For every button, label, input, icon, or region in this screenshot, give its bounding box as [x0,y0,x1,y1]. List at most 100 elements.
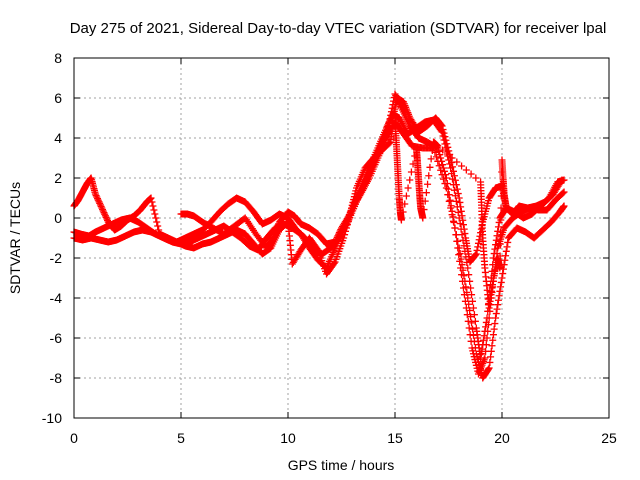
data-point-marker [502,204,510,212]
y-tick-label: -10 [42,410,62,426]
data-point-marker [443,140,451,148]
data-point-marker [455,244,463,252]
data-point-marker [491,320,499,328]
data-point-marker [461,230,469,238]
data-point-marker [468,291,476,299]
data-point-marker [424,180,432,188]
series-track-d [177,94,566,266]
data-point-marker [99,207,107,215]
data-point-marker [399,208,407,216]
data-point-marker [100,209,108,217]
data-point-marker [401,200,409,208]
data-point-marker [341,231,349,239]
data-point-marker [487,353,495,361]
data-point-marker [96,199,104,207]
data-point-marker [91,190,99,198]
data-point-marker [428,146,436,154]
data-point-marker [497,228,505,236]
data-point-marker [101,212,109,220]
data-point-marker [151,210,159,218]
data-point-marker [456,198,464,206]
data-point-marker [440,129,448,137]
data-point-marker [504,238,512,246]
data-point-marker [497,216,505,224]
data-point-marker [486,307,494,315]
data-point-marker [445,197,453,205]
data-point-marker [453,158,461,166]
data-point-marker [447,204,455,212]
data-point-marker [434,157,442,165]
data-point-marker [560,202,568,210]
data-point-marker [560,188,568,196]
data-point-marker [102,213,110,221]
data-point-marker [438,171,446,179]
data-point-marker [460,272,468,280]
y-axis-title: SDTVAR / TECUs [7,182,23,294]
y-tick-label: 2 [54,170,62,186]
data-point-marker [439,161,447,169]
data-point-marker [492,310,500,318]
data-point-marker [496,252,504,260]
data-point-marker [427,155,435,163]
data-point-marker [466,331,474,339]
data-point-marker [484,327,492,335]
data-point-marker [449,217,457,225]
data-point-marker [456,250,464,258]
data-point-marker [467,284,475,292]
data-point-marker [337,226,345,234]
data-point-marker [488,342,496,350]
data-point-marker [404,184,412,192]
data-point-marker [474,239,482,247]
data-point-marker [481,354,489,362]
data-point-marker [449,167,457,175]
data-point-marker [313,245,321,253]
data-point-marker [484,321,492,329]
data-point-marker [472,174,480,182]
data-point-marker [499,270,507,278]
data-point-marker [420,206,428,214]
data-point-marker [503,243,511,251]
data-point-marker [469,297,477,305]
data-point-marker [421,197,429,205]
data-point-marker [147,194,155,202]
data-point-marker [155,226,163,234]
data-point-marker [482,341,490,349]
data-point-marker [489,336,497,344]
data-point-marker [498,274,506,282]
data-point-marker [470,311,478,319]
data-point-marker [435,147,443,155]
data-point-marker [461,277,469,285]
data-point-marker [397,216,405,224]
axis-ticks: 0 5 10 15 20 25 -10 -8 -6 -4 -2 0 2 4 6 8 [42,50,617,446]
x-tick-label: 20 [494,430,510,446]
data-point-marker [425,172,433,180]
data-point-marker [448,154,456,162]
data-point-marker [494,223,502,231]
x-tick-label: 15 [387,430,403,446]
data-point-marker [94,196,102,204]
data-point-marker [451,176,459,184]
y-tick-label: -8 [50,370,63,386]
data-point-marker [479,336,487,344]
data-point-marker [97,202,105,210]
data-point-marker [469,331,477,339]
data-point-marker [459,216,467,224]
data-point-marker [485,364,493,372]
series-track-c [70,118,568,382]
data-point-marker [95,198,103,206]
data-point-marker [148,198,156,206]
series-track-e [391,114,510,312]
data-point-marker [458,162,466,170]
x-tick-label: 10 [280,430,296,446]
data-point-marker [460,225,468,233]
data-point-marker [490,325,498,333]
data-point-marker [444,191,452,199]
data-point-marker [467,313,475,321]
data-point-marker [468,319,476,327]
data-point-marker [465,324,473,332]
data-point-marker [459,266,467,274]
x-tick-label: 25 [601,430,617,446]
data-point-marker [407,168,415,176]
data-point-marker [478,345,486,353]
data-point-marker [454,208,462,216]
